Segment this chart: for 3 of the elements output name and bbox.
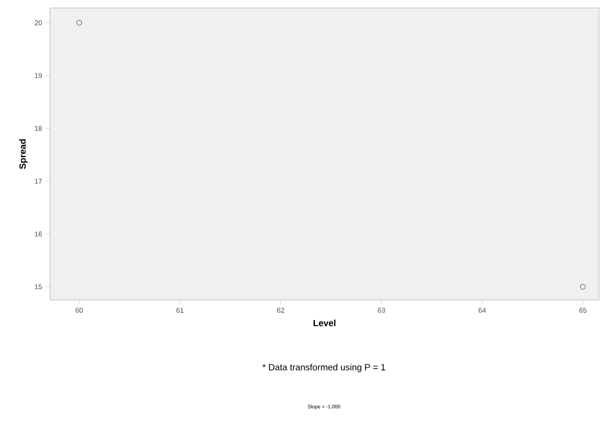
- y-axis-title: Spread: [19, 139, 28, 169]
- x-axis-title: Level: [314, 320, 336, 326]
- text: * Data transformed using P = 1: [262, 364, 386, 372]
